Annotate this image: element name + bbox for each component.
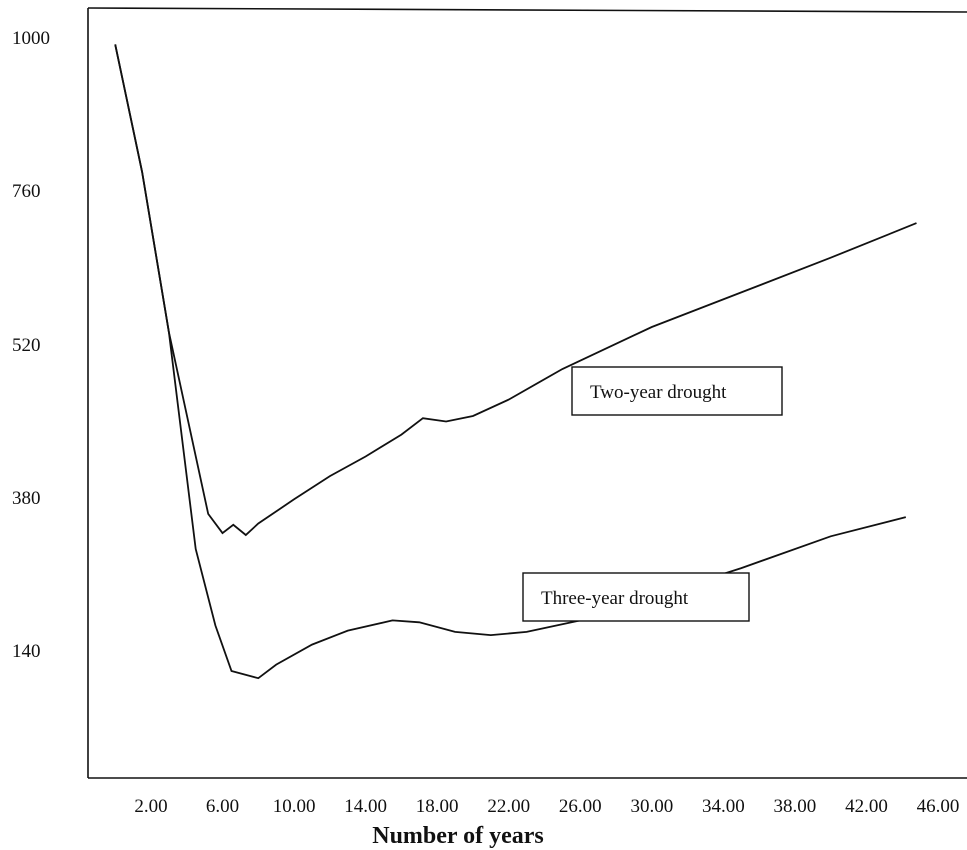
series-label-three-year: Three-year drought (541, 588, 689, 609)
x-tick-label: 10.00 (273, 796, 316, 817)
y-tick-labels: 1000 760 520 380 140 (12, 28, 50, 662)
series-line-three-year-drought (114, 44, 907, 680)
x-tick-label: 2.00 (134, 796, 167, 817)
x-tick-label: 18.00 (416, 796, 459, 817)
series-line-two-year-drought (114, 44, 917, 537)
x-tick-label: 6.00 (206, 796, 239, 817)
y-tick-label: 380 (12, 488, 41, 509)
legend-box-three-year: Three-year drought (522, 572, 750, 622)
x-tick-label: 46.00 (917, 796, 960, 817)
x-tick-label: 22.00 (487, 796, 530, 817)
top-border (87, 7, 967, 13)
x-tick-label: 34.00 (702, 796, 745, 817)
x-tick-label: 26.00 (559, 796, 602, 817)
legend-box-two-year: Two-year drought (571, 366, 783, 416)
x-tick-label: 38.00 (774, 796, 817, 817)
x-axis-label: Number of years (372, 823, 544, 849)
x-tick-label: 30.00 (630, 796, 673, 817)
x-tick-labels: 2.00 6.00 10.00 14.00 18.00 22.00 26.00 30.00 34… (134, 796, 959, 817)
series-label-two-year: Two-year drought (590, 382, 727, 403)
y-tick-label: 1000 (12, 28, 50, 49)
y-tick-label: 760 (12, 181, 41, 202)
x-tick-label: 42.00 (845, 796, 888, 817)
x-tick-label: 14.00 (344, 796, 387, 817)
y-tick-label: 140 (12, 641, 41, 662)
y-tick-label: 520 (12, 335, 41, 356)
